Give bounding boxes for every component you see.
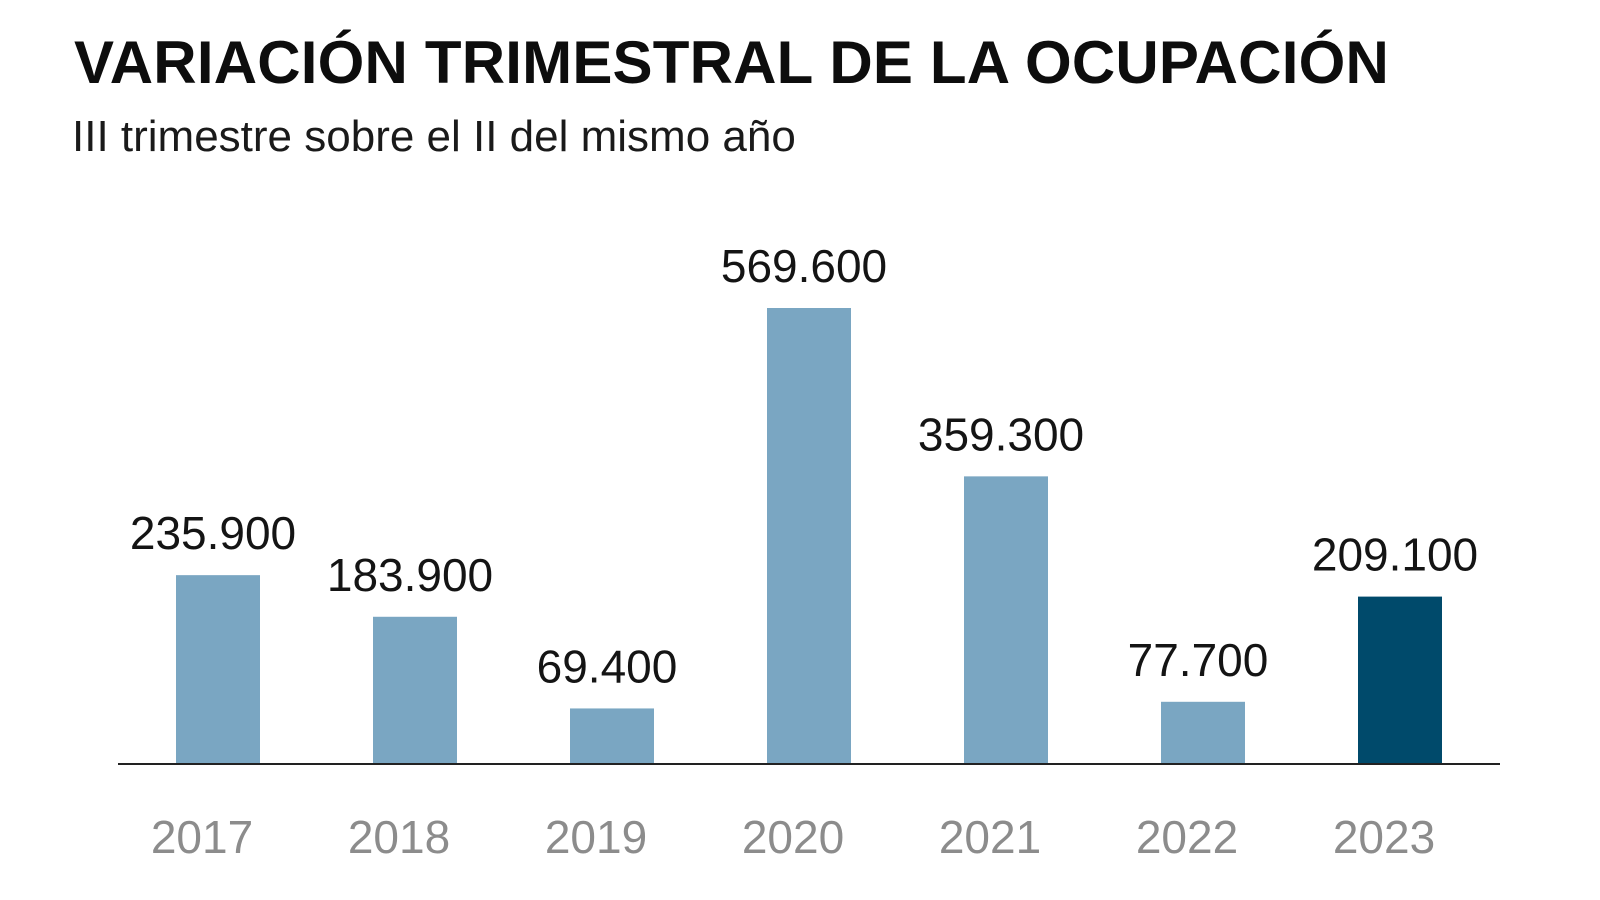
value-label-2017: 235.900	[130, 507, 296, 559]
bar-2022	[1161, 701, 1245, 764]
bar-2018	[373, 616, 457, 764]
bar-2023	[1358, 596, 1442, 764]
value-label-2022: 77.700	[1128, 634, 1269, 686]
x-tick-label-2021: 2021	[939, 811, 1041, 863]
x-tick-labels-group: 2017 2018 2019 2020 2021 2022 2023	[151, 811, 1435, 863]
x-tick-label-2023: 2023	[1333, 811, 1435, 863]
x-tick-label-2018: 2018	[348, 811, 450, 863]
chart-subtitle: III trimestre sobre el II del mismo año	[72, 112, 796, 161]
x-tick-label-2017: 2017	[151, 811, 253, 863]
value-labels-group: 235.900 183.900 69.400 569.600 359.300 77.700…	[130, 240, 1478, 692]
chart-title: VARIACIÓN TRIMESTRAL DE LA OCUPACIÓN	[74, 29, 1389, 96]
bar-2021	[964, 476, 1048, 764]
x-tick-label-2020: 2020	[742, 811, 844, 863]
bars-group	[176, 308, 1442, 764]
value-label-2019: 69.400	[537, 640, 678, 692]
bar-2020	[767, 308, 851, 764]
value-label-2018: 183.900	[327, 549, 493, 601]
value-label-2021: 359.300	[918, 408, 1084, 460]
x-tick-label-2019: 2019	[545, 811, 647, 863]
value-label-2020: 569.600	[721, 240, 887, 292]
bar-2019	[570, 708, 654, 764]
bar-2017	[176, 575, 260, 764]
x-tick-label-2022: 2022	[1136, 811, 1238, 863]
value-label-2023: 209.100	[1312, 529, 1478, 581]
